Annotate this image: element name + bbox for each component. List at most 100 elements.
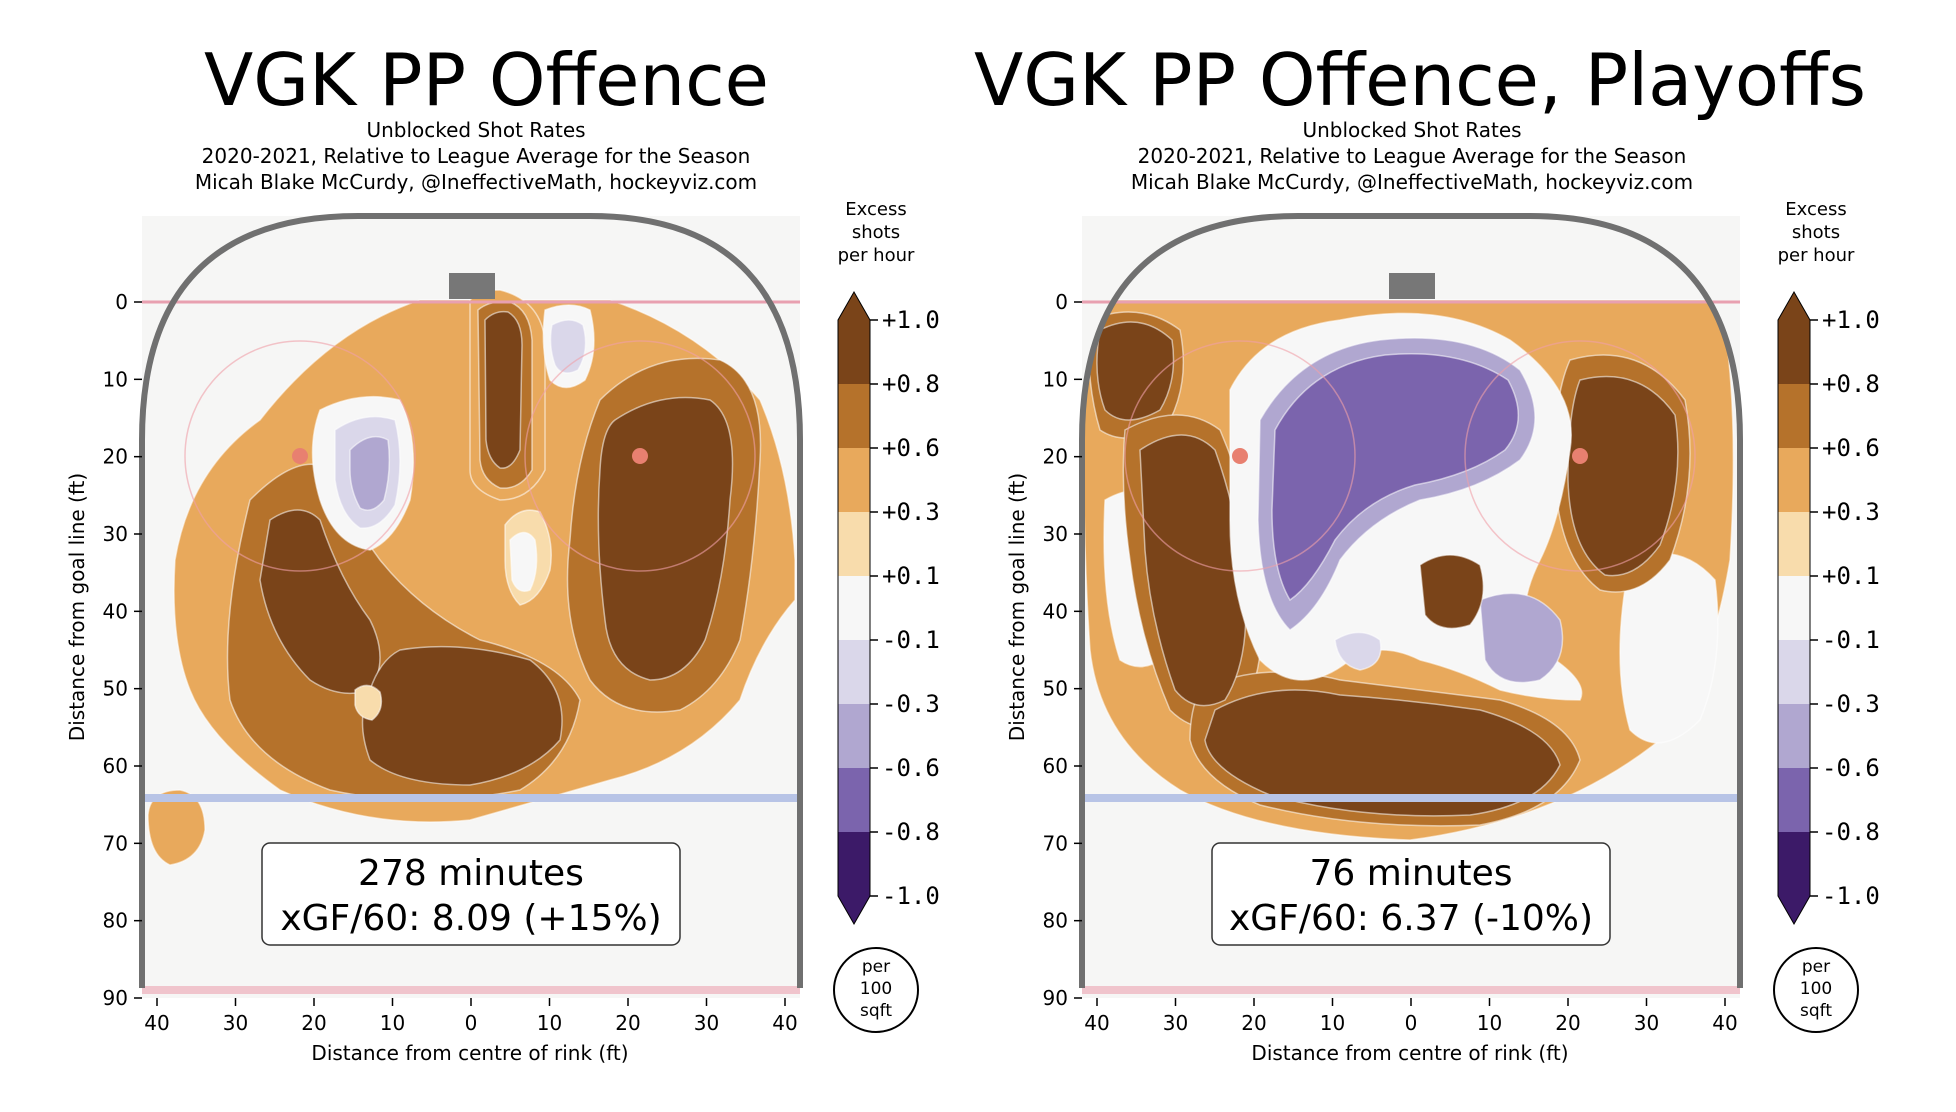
colorbar-title-line: per hour [838,245,915,266]
y-tick-label: 50 [1043,677,1068,701]
colorbar-title-line: shots [1792,222,1840,243]
chart-title: VGK PP Offence, Playoffs [974,38,1867,122]
chart-panel-regular: VGK PP Offence Unblocked Shot Rates 2020… [65,38,940,1065]
x-tick-label: 30 [1634,1011,1659,1035]
rink-boards [139,213,803,988]
y-tick-label: 90 [1043,986,1068,1010]
colorbar-segment [1778,640,1810,705]
y-axis-label: Distance from goal line (ft) [65,473,89,741]
xgf-text: xGF/60: 6.37 (-10%) [1229,898,1593,939]
y-tick-label: 80 [1043,909,1068,933]
y-tick-label: 10 [103,367,128,391]
x-tick-label: 0 [465,1011,478,1035]
x-tick-label: 0 [1405,1011,1418,1035]
colorbar-tick-label: +0.1 [882,562,940,590]
colorbar-segment [1778,768,1810,833]
rink-boards [1079,213,1743,988]
chart-subtitle-3: Micah Blake McCurdy, @IneffectiveMath, h… [194,170,758,194]
colorbar-segment [838,832,870,897]
chart-title: VGK PP Offence [204,38,769,122]
x-tick-label: 10 [537,1011,562,1035]
y-tick-label: 50 [103,677,128,701]
y-tick-label: 20 [103,445,128,469]
colorbar-unit-line: 100 [860,979,892,999]
x-tick-label: 10 [1477,1011,1502,1035]
y-tick-label: 70 [103,831,128,855]
colorbar-extend-bottom [838,896,870,924]
colorbar-title-line: per hour [1778,245,1855,266]
faceoff-circle-right [1464,340,1696,572]
x-tick-label: 30 [223,1011,248,1035]
colorbar-tick-label: -0.6 [882,754,940,782]
x-tick-label: 10 [1320,1011,1345,1035]
colorbar-tick-label: -0.6 [1822,754,1880,782]
colorbar-title-line: Excess [1785,199,1846,220]
colorbar-tick-label: +0.3 [882,498,940,526]
colorbar-tick-label: -1.0 [1822,882,1880,910]
stats-box [1211,842,1611,946]
colorbar-segment [838,576,870,641]
x-tick-label: 20 [1555,1011,1580,1035]
colorbar-unit-line: 100 [1800,979,1832,999]
colorbar-unit-line: per [1802,957,1830,977]
y-tick-label: 30 [103,522,128,546]
colorbar-tick-label: +0.6 [882,434,940,462]
colorbar-tick-label: -0.3 [882,690,940,718]
shot-density-contours [147,289,796,866]
chart-subtitle-2: 2020-2021, Relative to League Average fo… [201,144,751,168]
minutes-text: 76 minutes [1310,853,1513,894]
x-tick-label: 30 [694,1011,719,1035]
colorbar-segment [838,320,870,385]
y-tick-label: 60 [1043,754,1068,778]
colorbar-segment [1778,576,1810,641]
colorbar-tick-label: +0.8 [882,370,940,398]
colorbar-segment [1778,448,1810,513]
faceoff-circle-left [1124,340,1356,572]
colorbar-segment [838,768,870,833]
x-tick-label: 20 [301,1011,326,1035]
y-tick-label: 70 [1043,831,1068,855]
x-axis-label: Distance from centre of rink (ft) [311,1041,628,1065]
x-tick-label: 20 [615,1011,640,1035]
colorbar-segment [838,384,870,449]
colorbar-tick-label: +0.8 [1822,370,1880,398]
y-tick-label: 60 [103,754,128,778]
colorbar-segment [1778,384,1810,449]
x-tick-label: 40 [772,1011,797,1035]
faceoff-dot-right [632,448,648,464]
chart-panel-playoffs: VGK PP Offence, Playoffs Unblocked Shot … [940,0,1918,1112]
chart-subtitle-3: Micah Blake McCurdy, @IneffectiveMath, h… [1130,170,1694,194]
faceoff-dot-left [292,448,308,464]
chart-subtitle-2: 2020-2021, Relative to League Average fo… [1137,144,1687,168]
colorbar-segment [1778,832,1810,897]
y-tick-label: 80 [103,909,128,933]
colorbar-tick-label: +1.0 [882,306,940,334]
axes: 40 30 20 10 0 10 20 30 40 0 10 20 30 40 50 60 70 80 90 [1043,290,1738,1035]
faceoff-dot-right [1572,448,1588,464]
x-tick-label: 30 [1163,1011,1188,1035]
chart-subtitle-1: Unblocked Shot Rates [366,118,586,142]
colorbar-tick-label: -0.1 [882,626,940,654]
y-tick-label: 90 [103,986,128,1010]
colorbar-unit-line: sqft [1800,1001,1832,1021]
colorbar-segment [838,512,870,577]
x-tick-label: 40 [1084,1011,1109,1035]
colorbar-segment [838,640,870,705]
x-tick-label: 40 [144,1011,169,1035]
goal-net [449,273,495,299]
y-tick-label: 0 [115,290,128,314]
colorbar-tick-label: -1.0 [882,882,940,910]
y-tick-label: 40 [1043,599,1068,623]
xgf-text: xGF/60: 8.09 (+15%) [280,898,661,939]
colorbar-tick-label: -0.8 [1822,818,1880,846]
y-tick-label: 20 [1043,445,1068,469]
colorbar-tick-label: +1.0 [1822,306,1880,334]
colorbar-tick-label: -0.3 [1822,690,1880,718]
colorbar-unit-circle [833,947,919,1033]
colorbar-unit-line: per [862,957,890,977]
y-tick-label: 30 [1043,522,1068,546]
colorbar-extend-top [1778,292,1810,320]
